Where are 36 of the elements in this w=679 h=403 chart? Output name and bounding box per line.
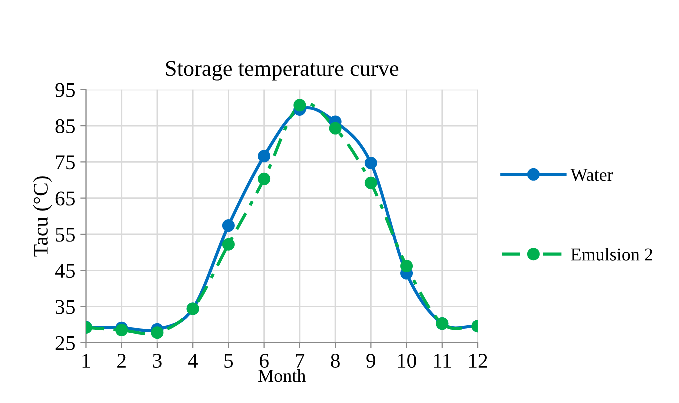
x-tick-label: 10 — [398, 354, 416, 368]
y-tick-label: 45 — [55, 264, 76, 278]
point — [329, 122, 342, 135]
y-tick-label: 65 — [56, 192, 76, 206]
y-tick-label: 25 — [56, 336, 76, 350]
point — [294, 99, 306, 112]
point — [222, 238, 235, 251]
x-tick-label: 3 — [153, 354, 162, 368]
y-tick-label: 75 — [56, 156, 76, 170]
x-tick-label: 12 — [469, 354, 488, 368]
y-axis-title: Tacu (°C) — [33, 176, 52, 257]
point — [151, 326, 164, 340]
point — [400, 260, 414, 273]
chart-title: Storage temperature curve — [166, 61, 399, 81]
x-axis-title: Month — [258, 369, 306, 382]
point — [364, 176, 378, 190]
x-tick-label: 4 — [188, 354, 198, 368]
x-tick-label: 9 — [366, 354, 376, 368]
point — [258, 150, 271, 163]
y-tick-label: 95 — [56, 83, 76, 98]
x-tick-label: 6 — [260, 354, 269, 368]
y-tick-label: 85 — [56, 119, 76, 134]
legend-label: Water — [570, 169, 614, 182]
x-tick-label: 5 — [224, 354, 234, 368]
y-tick-label: 55 — [56, 228, 76, 242]
legend-label: Emulsion 2 — [571, 248, 652, 261]
y-tick-label: 35 — [56, 300, 76, 314]
x-tick-label: 11 — [434, 354, 452, 368]
x-tick-label: 7 — [296, 354, 305, 368]
point — [258, 172, 271, 186]
point — [116, 324, 128, 337]
x-tick-label: 2 — [118, 354, 126, 368]
point — [222, 220, 235, 232]
x-tick-label: 1 — [82, 354, 90, 368]
x-tick-label: 8 — [331, 354, 340, 368]
point — [364, 157, 378, 170]
